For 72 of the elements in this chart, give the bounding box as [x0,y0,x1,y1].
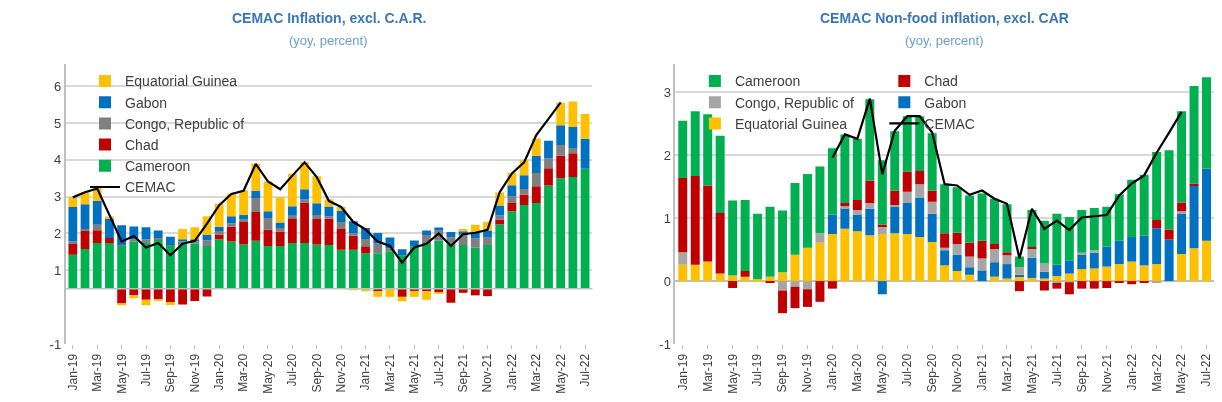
x-tick-label: Jul-20 [285,353,300,387]
x-tick-label: Jan-22 [504,353,519,391]
x-tick-label: Jan-19 [65,353,80,391]
x-tick-label: Jan-19 [675,353,690,391]
legend-label: Chad [924,73,958,90]
x-tick-label: Jul-22 [1199,353,1214,387]
x-tick-label: Nov-20 [950,353,965,393]
x-tick-label: Nov-19 [187,353,202,393]
x-tick-label: Jan-20 [825,353,840,391]
x-tick-label: May-21 [407,353,422,394]
x-tick-label: Jul-19 [750,353,765,387]
x-tick-label: May-21 [1024,353,1039,394]
x-tick-label: Jul-21 [431,353,446,387]
x-tick-label: Nov-19 [800,353,815,393]
chart-subtitle: (yoy, percent) [289,33,368,48]
y-tick-label: 6 [53,78,62,94]
legend-label: Congo, Republic of [734,94,855,111]
x-tick-label: Sep-20 [309,353,324,393]
legend-label: Gabon [924,94,967,111]
y-tick-label: 4 [53,152,62,168]
x-tick-label: Mar-20 [236,353,251,392]
x-tick-label: Sep-19 [163,353,178,393]
chart-title: CEMAC Inflation, excl. C.A.R. [232,10,427,26]
y-tick-label: 3 [663,84,671,100]
x-tick-label: Mar-22 [1149,353,1164,392]
y-tick-label: 5 [53,115,62,131]
x-tick-label: May-20 [260,353,275,394]
x-tick-label: Nov-21 [1099,353,1114,393]
y-tick-label: 2 [663,147,671,163]
legend-label: CEMAC [125,179,176,196]
chart-subtitle: (yoy, percent) [905,33,984,48]
y-tick-label: 1 [663,210,671,226]
x-tick-label: Mar-22 [529,353,544,392]
x-tick-label: Jan-22 [1124,353,1139,391]
x-tick-label: Jul-22 [577,353,592,387]
x-tick-label: Jul-19 [138,353,153,387]
x-tick-label: Mar-20 [850,353,865,392]
x-tick-label: May-20 [875,353,890,394]
x-tick-label: Jul-21 [1049,353,1064,387]
x-tick-label: Jan-21 [974,353,989,391]
y-tick-label: 1 [53,262,62,278]
x-tick-label: May-19 [114,353,129,394]
y-tick-label: 0 [663,273,671,289]
y-tick-label: -1 [49,336,62,352]
x-tick-label: Mar-19 [700,353,715,392]
x-tick-label: Nov-21 [480,353,495,393]
x-tick-label: Sep-20 [925,353,940,393]
x-tick-label: May-22 [1174,353,1189,394]
legend-label: Congo, Republic of [125,115,245,132]
legend-label: Equatorial Guinea [125,73,238,90]
legend-label: CEMAC [924,115,975,132]
x-tick-label: Sep-21 [1074,353,1089,393]
x-tick-label: Mar-21 [999,353,1014,392]
x-tick-label: May-19 [725,353,740,394]
chart-title: CEMAC Non-food inflation, excl. CAR [820,10,1069,26]
legend-label: Equatorial Guinea [734,115,848,132]
x-tick-label: Sep-21 [456,353,471,393]
x-tick-label: Sep-19 [775,353,790,393]
legend-label: Gabon [125,94,168,111]
x-tick-label: Mar-19 [90,353,105,392]
x-tick-label: Jan-20 [212,353,227,391]
legend-label: Chad [125,137,159,154]
y-tick-label: 2 [53,226,62,242]
legend-label: Cameroon [734,73,801,90]
x-tick-label: Jan-21 [358,353,373,391]
y-tick-label: -1 [659,336,671,352]
x-tick-label: Jul-20 [900,353,915,387]
x-tick-label: Mar-21 [382,353,397,392]
legend-label: Cameroon [125,158,191,175]
x-tick-label: Nov-20 [334,353,349,393]
x-tick-label: May-22 [553,353,568,394]
y-tick-label: 3 [53,189,62,205]
